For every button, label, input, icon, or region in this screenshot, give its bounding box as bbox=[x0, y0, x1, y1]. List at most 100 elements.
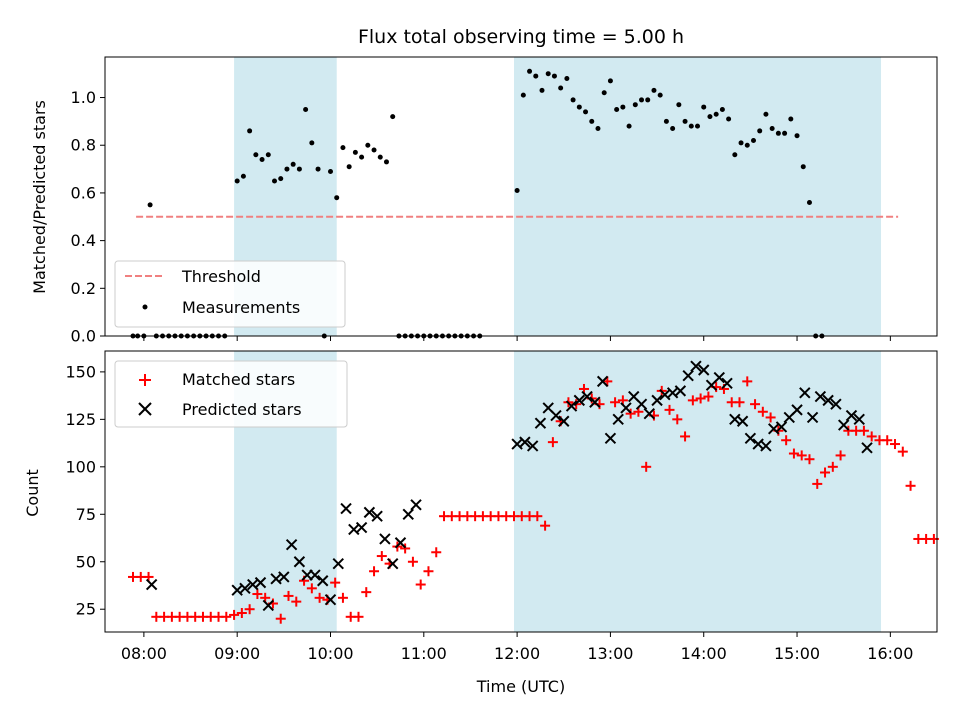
measurement-point bbox=[726, 116, 732, 122]
y-tick-label: 50 bbox=[76, 552, 96, 571]
measurement-point bbox=[670, 126, 676, 132]
shaded-interval-1 bbox=[514, 57, 882, 336]
measurement-point bbox=[769, 126, 775, 132]
predicted-star-point bbox=[519, 436, 531, 448]
measurement-point bbox=[296, 166, 302, 172]
predicted-star-point bbox=[713, 371, 725, 384]
top-legend: Threshold Measurements bbox=[114, 260, 346, 328]
matched-star-point bbox=[765, 412, 776, 423]
measurement-point bbox=[533, 73, 539, 79]
matched-star-point bbox=[820, 467, 831, 478]
predicted-star-point bbox=[791, 404, 803, 416]
measurement-point bbox=[601, 90, 607, 96]
predicted-star-point bbox=[239, 582, 251, 595]
x-tick-label: 16:00 bbox=[867, 644, 913, 663]
matched-star-point bbox=[252, 589, 263, 600]
top-shaded-intervals bbox=[234, 57, 882, 336]
measurement-point bbox=[390, 114, 396, 120]
measurement-point bbox=[688, 123, 694, 129]
y-tick-label: 150 bbox=[65, 362, 96, 381]
measurement-point bbox=[620, 104, 626, 110]
predicted-star-point bbox=[612, 413, 624, 426]
y-tick-label: 0.0 bbox=[71, 327, 96, 346]
measurement-point bbox=[234, 178, 240, 184]
predicted-star-point bbox=[363, 506, 376, 519]
shaded-interval-1 bbox=[514, 351, 882, 632]
measurement-point bbox=[757, 128, 763, 134]
measurement-point bbox=[290, 161, 296, 167]
top-axes-frame bbox=[104, 56, 938, 337]
matched-star-point bbox=[610, 397, 621, 408]
x-tick-label: 14:00 bbox=[681, 644, 727, 663]
matched-star-point bbox=[353, 611, 364, 622]
predicted-star-point bbox=[674, 385, 687, 397]
x-tick-label: 08:00 bbox=[121, 644, 167, 663]
measurement-point bbox=[383, 159, 389, 165]
matched-star-point bbox=[858, 425, 869, 436]
measurement-point bbox=[253, 152, 259, 158]
y-tick-label: 125 bbox=[65, 410, 96, 429]
measurement-point bbox=[639, 97, 645, 103]
chart-title: Flux total observing time = 5.00 h bbox=[358, 26, 684, 48]
measurement-point bbox=[663, 118, 669, 124]
predicted-star-point bbox=[355, 521, 368, 534]
matched-star-point bbox=[330, 577, 341, 588]
measurement-point bbox=[651, 87, 657, 93]
measurement-point bbox=[707, 114, 713, 120]
predicted-star-point bbox=[845, 409, 858, 422]
measurement-point bbox=[645, 97, 651, 103]
matched-star-point bbox=[275, 613, 286, 624]
predicted-star-point bbox=[340, 502, 352, 515]
matched-star-point bbox=[827, 461, 838, 472]
matched-star-point bbox=[400, 543, 411, 554]
x-tick-label: 10:00 bbox=[307, 644, 353, 663]
predicted-star-point bbox=[285, 538, 298, 551]
y-tick-label: 0.2 bbox=[71, 279, 96, 298]
matched-star-point bbox=[804, 454, 815, 465]
predicted-star-point bbox=[324, 594, 337, 606]
bottom-y-ticks: 25 50 75 100 125 150 bbox=[65, 362, 105, 619]
measurement-point bbox=[607, 78, 613, 84]
measurement-point bbox=[782, 130, 788, 136]
matched-star-point bbox=[376, 551, 387, 562]
matched-star-point bbox=[812, 478, 823, 489]
legend-predicted-label: Predicted stars bbox=[182, 400, 302, 419]
predicted-star-point bbox=[589, 396, 601, 408]
predicted-star-point bbox=[254, 576, 267, 589]
legend-threshold-label: Threshold bbox=[181, 267, 261, 286]
matched-star-point bbox=[757, 406, 768, 417]
predicted-star-point bbox=[317, 575, 329, 587]
measurement-point bbox=[632, 102, 638, 108]
measurement-point bbox=[806, 199, 812, 205]
measurement-point bbox=[278, 176, 284, 182]
legend-matched-label: Matched stars bbox=[182, 370, 295, 389]
matched-star-point bbox=[423, 566, 434, 577]
matched-star-point bbox=[641, 461, 652, 472]
y-tick-label: 0.4 bbox=[71, 231, 96, 250]
x-axis-label: Time (UTC) bbox=[476, 677, 565, 696]
measurement-point bbox=[352, 149, 358, 155]
predicted-star-point bbox=[690, 360, 702, 372]
matched-star-point bbox=[221, 611, 232, 622]
matched-star-point bbox=[664, 404, 675, 415]
matched-star-point bbox=[734, 397, 745, 408]
measurement-point bbox=[377, 154, 383, 160]
measurement-point bbox=[284, 166, 290, 172]
matched-star-point bbox=[244, 604, 255, 615]
measurement-point bbox=[240, 173, 246, 179]
predicted-star-point bbox=[760, 440, 772, 452]
predicted-star-point bbox=[145, 578, 158, 591]
measurement-point bbox=[259, 157, 265, 163]
predicted-star-point bbox=[581, 390, 593, 403]
matched-star-point bbox=[781, 435, 792, 446]
measurement-point bbox=[794, 133, 800, 139]
predicted-star-point bbox=[278, 571, 290, 583]
measurement-point bbox=[626, 123, 632, 129]
bottom-x-ticks: 08:00 09:00 10:00 11:00 12:00 13:00 14:00 15:00… bbox=[121, 632, 913, 663]
predicted-star-point bbox=[744, 432, 757, 445]
matched-star-point bbox=[835, 450, 846, 461]
predicted-star-point bbox=[565, 400, 578, 412]
predicted-star-point bbox=[736, 415, 749, 427]
measurement-point bbox=[614, 106, 620, 112]
measurement-point bbox=[539, 87, 545, 93]
